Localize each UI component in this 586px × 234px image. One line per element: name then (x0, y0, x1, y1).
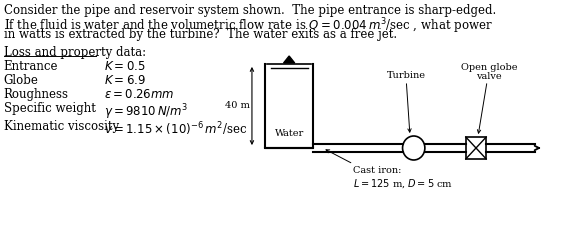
Text: 40 m: 40 m (225, 102, 250, 110)
Text: Roughness: Roughness (4, 88, 69, 101)
Text: Water: Water (274, 129, 304, 139)
Text: $K=6.9$: $K=6.9$ (104, 74, 146, 87)
Text: $v=1.15\times(10)^{-6}\,m^2$/sec: $v=1.15\times(10)^{-6}\,m^2$/sec (104, 120, 247, 138)
Text: $L=125$ m, $D=5$ cm: $L=125$ m, $D=5$ cm (353, 177, 453, 190)
Text: Globe: Globe (4, 74, 39, 87)
Text: in watts is extracted by the turbine?  The water exits as a free jet.: in watts is extracted by the turbine? Th… (4, 28, 397, 41)
Text: Entrance: Entrance (4, 60, 58, 73)
Text: Turbine: Turbine (387, 71, 426, 80)
Text: Specific weight: Specific weight (4, 102, 96, 115)
Text: $K=0.5$: $K=0.5$ (104, 60, 146, 73)
Text: If the fluid is water and the volumetric flow rate is $Q=0.004\,m^3$/sec , what : If the fluid is water and the volumetric… (4, 16, 492, 36)
Text: valve: valve (476, 72, 502, 81)
Text: Open globe: Open globe (461, 63, 517, 72)
Text: Kinematic viscosity: Kinematic viscosity (4, 120, 119, 133)
Bar (466, 137, 486, 159)
Text: Cast iron:: Cast iron: (353, 166, 401, 175)
Polygon shape (284, 56, 295, 63)
Text: Consider the pipe and reservoir system shown.  The pipe entrance is sharp-edged.: Consider the pipe and reservoir system s… (4, 4, 496, 17)
Text: $\varepsilon=0.26mm$: $\varepsilon=0.26mm$ (104, 88, 175, 101)
Text: Loss and property data:: Loss and property data: (4, 46, 146, 59)
Text: $\gamma=9810\,N/m^3$: $\gamma=9810\,N/m^3$ (104, 102, 189, 122)
